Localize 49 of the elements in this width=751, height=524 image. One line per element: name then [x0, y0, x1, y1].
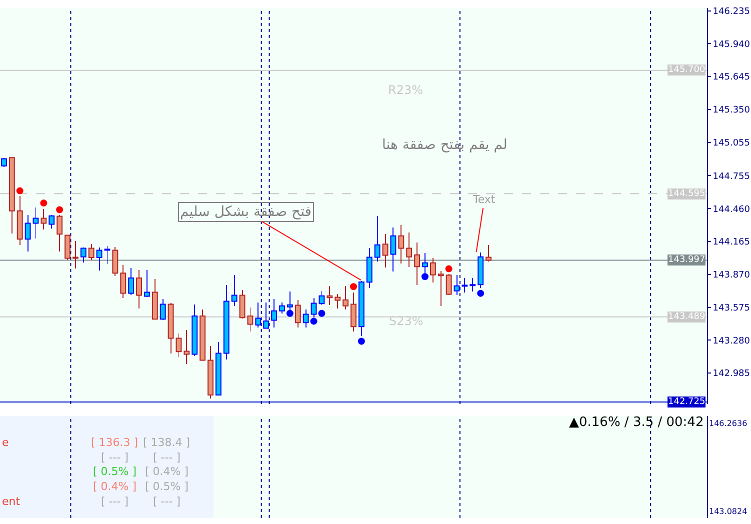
point	[358, 338, 365, 345]
y-tick-label: 145.055	[712, 138, 750, 148]
text: [ --- ]	[101, 451, 128, 464]
y-tick-label: 144.460	[712, 204, 750, 215]
text: [ 0.4% ]	[93, 480, 137, 493]
text: [ --- ]	[153, 451, 180, 464]
y-tick-label: 145.940	[712, 40, 750, 50]
ref-line-label: 142.725	[668, 397, 706, 407]
y-tick-label: 144.755	[712, 172, 750, 182]
annotation: فتح صفقة بشكل سليم	[180, 204, 312, 220]
y-tick-label: 145.645	[712, 72, 750, 83]
text: [ --- ]	[101, 495, 128, 508]
text: [ 138.4 ]	[143, 436, 190, 449]
text: [ --- ]	[153, 495, 180, 508]
point	[350, 283, 357, 290]
text: ent	[2, 495, 21, 508]
y-tick-label: 142.985	[712, 369, 750, 380]
candlestick	[326, 286, 333, 305]
candlestick	[184, 330, 190, 364]
text: 146.2636	[709, 419, 748, 428]
point	[318, 310, 326, 317]
y-tick-label: 146.235	[712, 6, 750, 17]
text: [ 0.4% ]	[145, 465, 189, 478]
text: 143.0824	[709, 507, 748, 516]
candlestick	[438, 270, 444, 306]
ref-line-label: 143.997	[668, 255, 706, 265]
text: [ 0.5% ]	[93, 465, 137, 478]
y-tick-label: 143.870	[712, 270, 750, 281]
annotation: لم يقم بفتح صفقة هنا	[382, 137, 508, 153]
text: [ 0.5% ]	[145, 480, 189, 493]
y-tick-label: 144.165	[712, 238, 750, 248]
point	[56, 206, 64, 214]
point	[445, 265, 452, 272]
candlestick	[470, 278, 476, 292]
point	[40, 200, 48, 207]
y-tick-label: 143.280	[712, 336, 750, 346]
point	[310, 318, 318, 325]
y-tick-label: 145.350	[712, 106, 750, 116]
candlestick	[72, 240, 78, 268]
text: e	[2, 436, 9, 449]
text: ▲0.16% / 3.5 / 00:42	[569, 415, 704, 430]
y-tick-label: 143.575	[712, 303, 750, 314]
point	[477, 290, 484, 297]
point	[16, 187, 24, 194]
point	[421, 273, 428, 280]
text: [ 136.3 ]	[91, 436, 138, 449]
candlestick	[462, 278, 468, 293]
annotation: Text	[472, 193, 496, 206]
point	[286, 310, 294, 317]
